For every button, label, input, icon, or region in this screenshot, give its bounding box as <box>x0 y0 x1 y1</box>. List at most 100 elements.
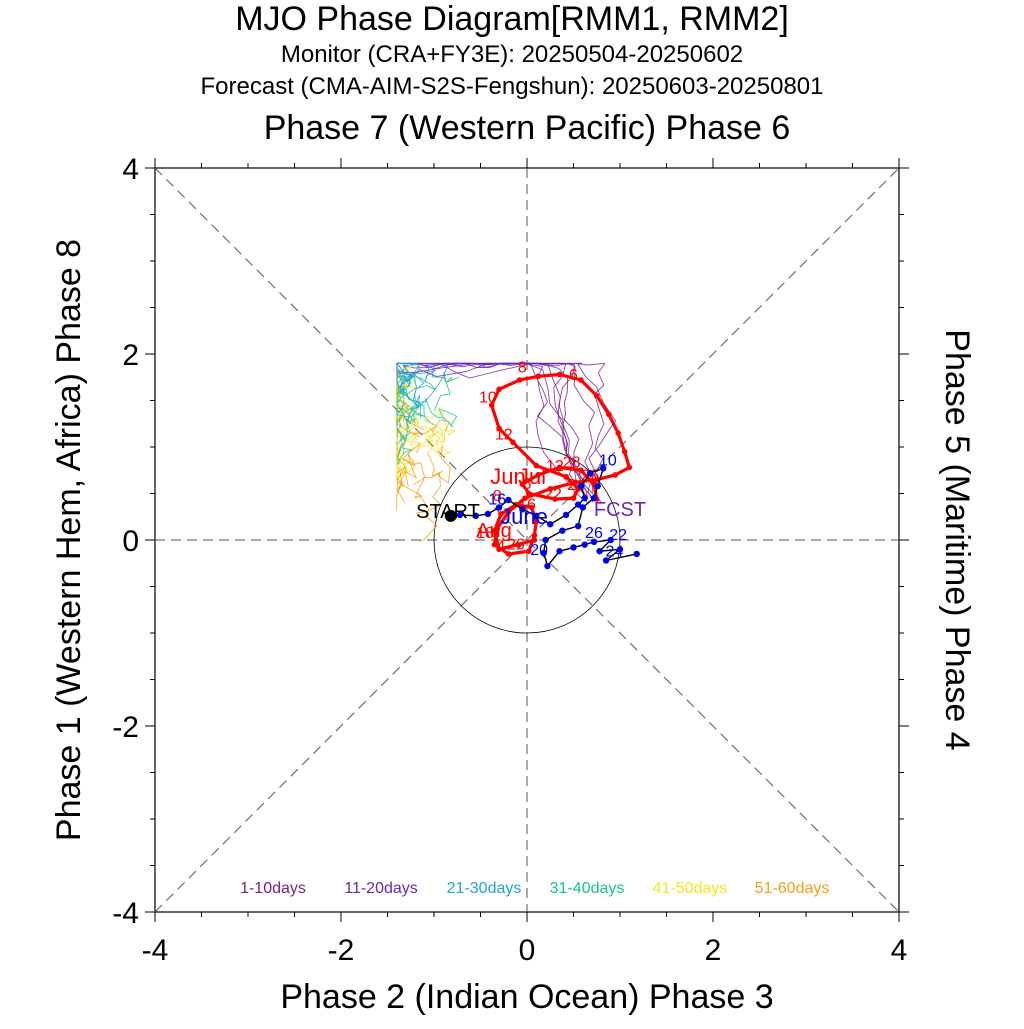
forecast-day-label: 6 <box>523 476 532 493</box>
forecast-mean-point <box>556 464 563 471</box>
monitor-point <box>542 536 549 544</box>
monitor-point <box>519 506 526 513</box>
forecast-day-label: 8 <box>518 360 527 377</box>
forecast-mean-point <box>498 511 504 517</box>
forecast-mean-point <box>547 486 554 492</box>
monitor-point <box>616 546 624 553</box>
y-tick-label: -4 <box>112 897 139 930</box>
ensemble-member-track <box>398 419 451 438</box>
ensemble-member-track <box>406 401 447 435</box>
forecast-day-label: 10 <box>479 389 497 406</box>
monitor-point <box>562 511 570 519</box>
monitor-point <box>590 494 598 502</box>
ensemble-member-track <box>396 376 436 403</box>
ensemble-member-track <box>413 453 444 499</box>
y-tick-label: 0 <box>122 525 139 558</box>
monitor-point <box>559 527 566 534</box>
forecast-mean-point <box>522 495 528 501</box>
forecast-mean-point <box>563 473 569 480</box>
forecast-mean-point <box>593 393 600 399</box>
monitor-point <box>533 512 540 520</box>
forecast-mean-point <box>528 504 535 511</box>
monitor-point <box>587 469 594 477</box>
forecast-mean-point <box>593 476 600 483</box>
monitor-point <box>574 501 582 508</box>
x-tick-label: -2 <box>328 934 355 967</box>
x-tick-label: 4 <box>891 934 908 967</box>
legend-entry: 51-60days <box>755 880 830 897</box>
forecast-mean-point <box>606 411 612 418</box>
forecast-mean-point <box>531 532 538 539</box>
monitor-point <box>574 522 582 530</box>
monitor-point <box>590 538 598 546</box>
legend-entry: 1-10days <box>240 880 306 897</box>
jul-forecast-annotation: Jul <box>518 464 546 489</box>
forecast-day-label: 26 <box>507 536 525 553</box>
forecast-mean-point <box>626 464 633 471</box>
forecast-mean-point <box>572 479 579 486</box>
ensemble-member-track <box>396 394 408 458</box>
ensemble-member-track <box>406 369 427 410</box>
y-axis-label: Phase 1 (Western Hem, Africa) Phase 8 <box>50 239 88 841</box>
monitor-point <box>547 520 554 528</box>
monitor-day-label: 10 <box>599 453 617 470</box>
forecast-mean-point <box>578 467 584 474</box>
monitor-day-label: 22 <box>609 527 627 544</box>
monitor-point <box>596 547 603 555</box>
forecast-day-label: 12 <box>495 427 513 444</box>
monitor-point <box>472 512 480 520</box>
y-tick-label: 4 <box>122 153 139 186</box>
monitor-point <box>570 544 577 551</box>
monitor-point <box>544 562 551 570</box>
x-axis-label: Phase 2 (Indian Ocean) Phase 3 <box>280 978 773 1016</box>
ensemble-member-track <box>396 466 438 542</box>
unit-circle <box>433 446 621 634</box>
ensemble-member-track <box>396 367 436 418</box>
forecast-day-label: 2 <box>567 477 576 494</box>
forecast-mean-point <box>578 377 584 383</box>
monitor-point <box>581 494 588 502</box>
ensemble-member-track <box>396 362 419 395</box>
forecast-mean-point <box>621 448 628 455</box>
jun-forecast-annotation: Jun <box>490 464 525 489</box>
legend: 1-10days 11-20days 21-30days 31-40days 41-50… <box>240 880 829 897</box>
ensemble-member-track <box>591 363 606 494</box>
ensemble-member-track <box>396 453 408 479</box>
ensemble-member-track <box>576 362 617 491</box>
forecast-mean-point <box>505 509 512 515</box>
forecast-mean-point <box>535 373 541 380</box>
forecast-mean-point <box>491 527 498 534</box>
monitor-point <box>594 482 601 490</box>
monitor-point <box>495 504 503 511</box>
ensemble-member-track <box>542 369 589 499</box>
monitor-point <box>581 541 588 548</box>
x-tick-label: 2 <box>705 934 722 967</box>
forecast-mean-point <box>615 430 621 436</box>
forecast-mean-point <box>491 541 498 548</box>
x-tick-label: 0 <box>519 934 536 967</box>
monitor-point <box>600 465 607 472</box>
forecast-day-label: 18 <box>476 525 494 542</box>
monitor-point <box>456 511 464 519</box>
forecast-mean-point <box>488 402 495 408</box>
monitor-point <box>602 557 610 564</box>
forecast-mean-point <box>496 546 502 553</box>
forecast-mean-point <box>526 490 532 497</box>
forecast-mean-point <box>552 496 558 502</box>
forecast-mean-point <box>516 377 523 383</box>
ensemble-member-track <box>415 446 451 514</box>
forecast-mean-point <box>514 541 521 548</box>
monitor-day-label: 26 <box>585 525 603 542</box>
y-tick-label: -2 <box>112 711 139 744</box>
ensemble-member-track <box>395 379 418 404</box>
ensemble-member-track <box>402 442 422 487</box>
monitor-point <box>579 504 586 511</box>
monitor-point <box>607 536 614 544</box>
monitor-day-label: 16 <box>488 492 506 509</box>
ensemble-member-track <box>396 365 417 404</box>
ensemble-member-track <box>433 371 460 411</box>
june-monitor-annotation: June <box>500 504 548 529</box>
